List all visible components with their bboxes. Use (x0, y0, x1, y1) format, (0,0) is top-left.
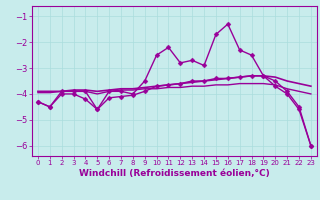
X-axis label: Windchill (Refroidissement éolien,°C): Windchill (Refroidissement éolien,°C) (79, 169, 270, 178)
